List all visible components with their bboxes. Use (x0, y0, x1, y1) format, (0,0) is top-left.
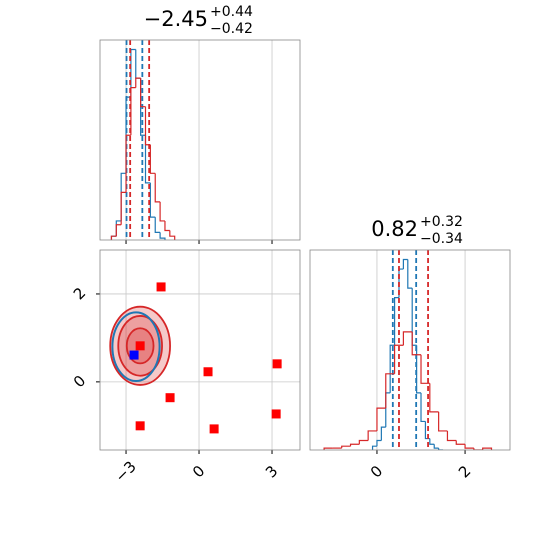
contour (111, 311, 161, 382)
histogram-bin (135, 49, 141, 79)
title-value: 0.82 (371, 217, 418, 241)
histogram-bin (135, 77, 141, 88)
histogram-bin (149, 182, 156, 218)
title-minus: −0.34 (420, 231, 463, 247)
histogram-bin (438, 411, 448, 432)
x-tick-label: 3 (262, 462, 281, 481)
histogram-bin (420, 354, 430, 384)
marker (165, 393, 175, 403)
histogram-bin (115, 220, 122, 237)
title-plus: +0.32 (420, 214, 463, 230)
histogram-bin (120, 191, 127, 225)
histogram-bin (367, 430, 377, 441)
title-plus: +0.44 (210, 4, 253, 20)
histogram-bin (433, 444, 439, 449)
histogram-bin (411, 331, 422, 356)
histogram-bin (446, 430, 457, 442)
histogram-bin (154, 173, 161, 203)
histogram-bin (416, 345, 422, 394)
histogram-bin (159, 232, 166, 240)
x-tick-label: 0 (367, 462, 386, 481)
histogram-bin (402, 331, 413, 346)
histogram-bin (164, 220, 170, 232)
axes-frame (99, 39, 301, 241)
histogram-bin (429, 383, 439, 413)
title-minus: −0.42 (210, 21, 253, 37)
histogram-bin (393, 344, 404, 374)
marker (272, 359, 282, 369)
histogram-bin (393, 297, 399, 346)
histogram-bin (385, 392, 391, 428)
histogram-bin (341, 445, 351, 449)
histogram-bin (376, 439, 382, 447)
histogram-bin (429, 438, 435, 445)
histogram-bin (420, 392, 426, 423)
x-tick-label: 0 (189, 462, 208, 481)
marker (135, 421, 145, 431)
histogram-bin (323, 447, 333, 450)
marker (129, 350, 139, 360)
histogram-bin (402, 258, 408, 270)
y-tick-label: 2 (70, 284, 89, 303)
histogram-bin (169, 230, 176, 240)
histogram-bin (149, 144, 156, 174)
title-value: −2.45 (144, 7, 208, 31)
x-tick-label: 2 (455, 462, 474, 481)
marker (203, 367, 213, 377)
histogram-bin (130, 87, 136, 136)
histogram-bin (407, 259, 413, 289)
histogram-bin (385, 373, 395, 409)
histogram-bin (358, 439, 369, 445)
marker (209, 424, 219, 434)
histogram-bin (130, 48, 136, 98)
marker (271, 409, 281, 419)
histogram-bin (464, 444, 474, 449)
histogram-bin (154, 217, 161, 233)
panel (110, 40, 273, 240)
panel (100, 250, 300, 450)
y-tick-label: 0 (70, 372, 89, 391)
marker (156, 282, 166, 292)
histogram-bin (380, 426, 386, 441)
histogram-bin (473, 448, 483, 450)
histogram-bin (455, 440, 466, 445)
histogram-bin (438, 448, 444, 450)
histogram-bin (120, 172, 127, 221)
histogram-bin (125, 134, 131, 193)
x-tick-label: −3 (111, 457, 139, 485)
marker (135, 341, 145, 351)
axes-frame (309, 249, 511, 451)
axes-frame (99, 249, 301, 451)
histogram-bin (144, 135, 151, 184)
histogram-bin (349, 443, 360, 447)
histogram-bin (389, 344, 395, 393)
histogram-bin (115, 224, 122, 237)
histogram-bin (140, 78, 146, 108)
histogram-bin (376, 407, 386, 431)
histogram-bin (110, 235, 117, 240)
histogram-bin (482, 447, 493, 450)
panel (323, 250, 493, 450)
histogram-bin (371, 445, 377, 450)
histogram-bin (159, 201, 165, 222)
